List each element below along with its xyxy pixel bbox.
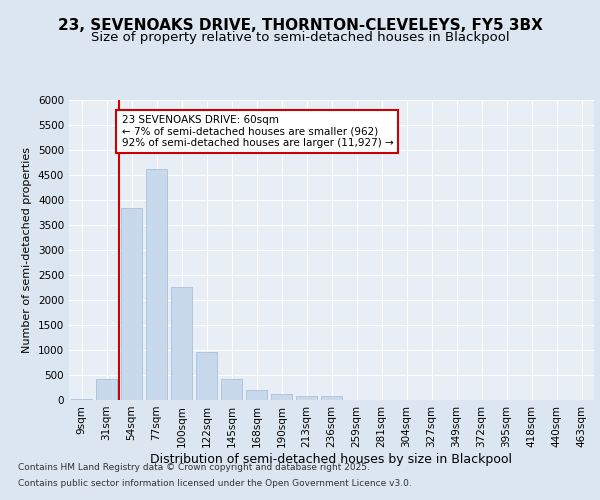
Bar: [321, 396, 342, 400]
Text: Contains public sector information licensed under the Open Government Licence v3: Contains public sector information licen…: [18, 478, 412, 488]
Text: Size of property relative to semi-detached houses in Blackpool: Size of property relative to semi-detach…: [91, 31, 509, 44]
Bar: [221, 378, 242, 400]
Bar: [96, 378, 117, 400]
Bar: [196, 352, 217, 400]
X-axis label: Distribution of semi-detached houses by size in Blackpool: Distribution of semi-detached houses by …: [151, 452, 512, 466]
Y-axis label: Number of semi-detached properties: Number of semi-detached properties: [22, 147, 32, 353]
Text: 23, SEVENOAKS DRIVE, THORNTON-CLEVELEYS, FY5 3BX: 23, SEVENOAKS DRIVE, THORNTON-CLEVELEYS,…: [58, 18, 542, 32]
Bar: [71, 398, 92, 400]
Bar: [271, 394, 292, 400]
Bar: [146, 168, 167, 400]
Bar: [246, 390, 267, 400]
Bar: [296, 396, 317, 400]
Bar: [121, 208, 142, 400]
Bar: [171, 286, 192, 400]
Text: Contains HM Land Registry data © Crown copyright and database right 2025.: Contains HM Land Registry data © Crown c…: [18, 464, 370, 472]
Text: 23 SEVENOAKS DRIVE: 60sqm
← 7% of semi-detached houses are smaller (962)
92% of : 23 SEVENOAKS DRIVE: 60sqm ← 7% of semi-d…: [121, 115, 393, 148]
